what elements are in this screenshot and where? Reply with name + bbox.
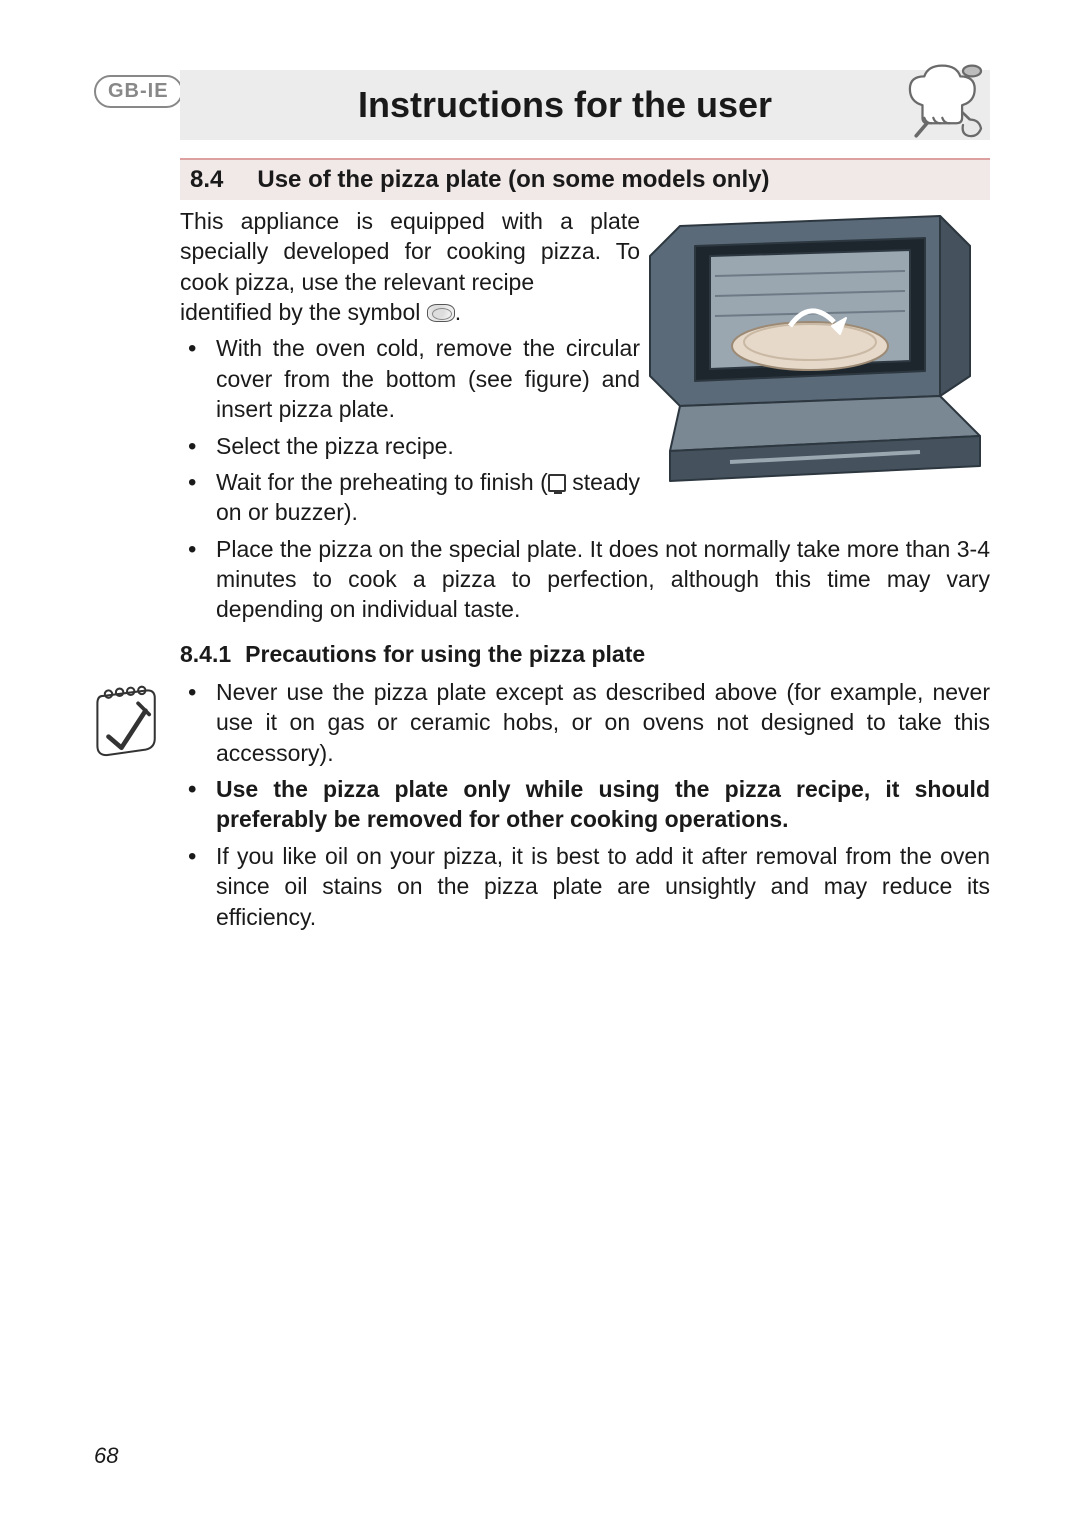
intro-line-1: This appliance is equipped with a plate … — [180, 208, 640, 295]
chef-hat-icon — [900, 62, 990, 152]
subsection-heading: 8.4.1 Precautions for using the pizza pl… — [180, 639, 990, 669]
display-icon — [548, 474, 566, 492]
page-number: 68 — [94, 1443, 118, 1469]
step-3: Wait for the preheating to finish ( stea… — [180, 467, 640, 528]
precaution-3: If you like oil on your pizza, it is bes… — [180, 841, 990, 932]
precautions-list: Never use the pizza plate except as desc… — [180, 677, 990, 932]
section-title: Use of the pizza plate (on some models o… — [257, 166, 769, 194]
intro-line-2b: . — [455, 299, 461, 325]
language-badge: GB-IE — [94, 75, 183, 108]
title-bar: Instructions for the user — [180, 70, 990, 140]
pizza-recipe-icon — [427, 304, 455, 322]
intro-line-2a: identified by the symbol — [180, 299, 420, 325]
page-title: Instructions for the user — [358, 84, 772, 126]
step-1: With the oven cold, remove the circular … — [180, 333, 640, 424]
section-heading: 8.4 Use of the pizza plate (on some mode… — [180, 158, 990, 200]
precaution-1: Never use the pizza plate except as desc… — [180, 677, 990, 768]
precaution-2: Use the pizza plate only while using the… — [180, 774, 990, 835]
subsection-title: Precautions for using the pizza plate — [245, 639, 645, 669]
section-number: 8.4 — [190, 166, 223, 194]
notepad-icon — [90, 683, 164, 757]
oven-figure — [640, 206, 990, 486]
intro-paragraph: This appliance is equipped with a plate … — [180, 206, 640, 327]
step-2: Select the pizza recipe. — [180, 431, 640, 461]
subsection-number: 8.4.1 — [180, 639, 231, 669]
step-3a: Wait for the preheating to finish ( — [216, 469, 548, 495]
step-4: Place the pizza on the special plate. It… — [180, 534, 990, 625]
